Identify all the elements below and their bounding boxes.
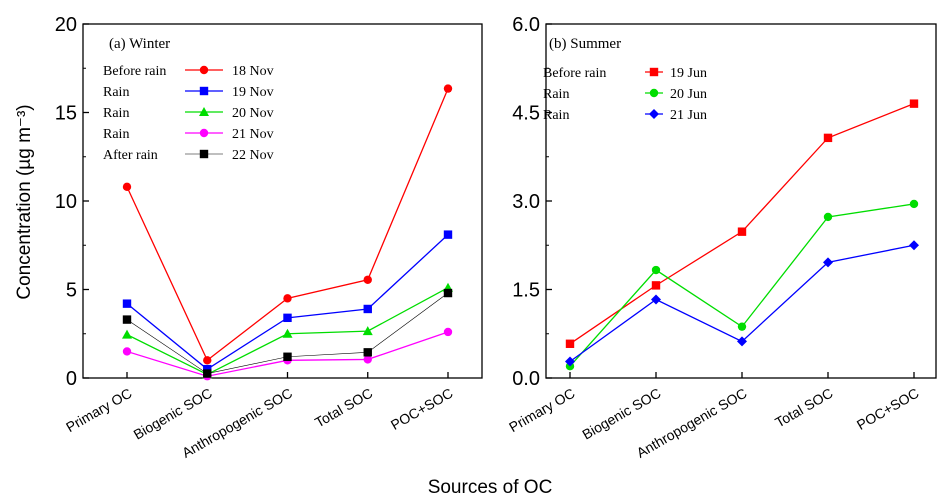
legend-series-name: 22 Nov: [232, 148, 274, 163]
data-point: [443, 230, 453, 239]
legend-marker: [649, 109, 659, 119]
legend-marker: [199, 128, 209, 138]
data-point: [203, 364, 212, 374]
data-point: [823, 212, 833, 222]
y-tick-label: 3.0: [512, 191, 540, 213]
panel-title: (a) Winter: [109, 36, 170, 52]
legend-condition: Before rain: [543, 66, 606, 81]
x-axis-label: Sources of OC: [428, 477, 553, 498]
y-tick-label: 0.0: [512, 368, 540, 390]
x-tick-label: Primary OC: [63, 385, 134, 435]
legend-condition: After rain: [103, 148, 158, 163]
data-point: [443, 327, 453, 337]
data-point: [362, 326, 373, 336]
data-point: [363, 304, 372, 314]
y-tick-label: 10: [55, 191, 77, 213]
data-point: [363, 355, 372, 364]
data-point: [443, 288, 453, 298]
data-point: [909, 240, 919, 251]
x-tick-label: POC+SOC: [388, 385, 456, 433]
legend-condition: Rain: [103, 127, 129, 142]
data-point: [823, 257, 833, 268]
legend-marker: [199, 149, 209, 159]
legend-condition: Rain: [103, 85, 129, 100]
data-point: [737, 227, 747, 236]
y-tick-label: 15: [55, 103, 77, 125]
data-point: [122, 329, 132, 339]
x-tick-label: Primary OC: [506, 385, 577, 435]
legend-series-name: 19 Jun: [670, 66, 707, 81]
legend-condition: Rain: [103, 106, 129, 121]
legend-marker: [199, 65, 209, 75]
x-tick-label: POC+SOC: [854, 385, 922, 433]
x-tick-label: Total SOC: [772, 385, 835, 431]
data-point: [737, 336, 747, 347]
x-tick-label: Total SOC: [312, 385, 375, 431]
data-point: [909, 199, 919, 209]
y-tick-label: 0: [66, 368, 77, 390]
y-tick-label: 4.5: [512, 103, 540, 125]
y-tick-label: 20: [55, 14, 77, 36]
data-point: [122, 299, 132, 308]
data-point: [565, 356, 575, 367]
legend-series-name: 19 Nov: [232, 85, 274, 100]
data-point: [565, 339, 575, 348]
legend-series-name: 18 Nov: [232, 64, 274, 79]
y-tick-label: 5: [66, 280, 77, 302]
data-point: [122, 315, 132, 324]
data-point: [122, 347, 132, 356]
y-tick-label: 6.0: [512, 14, 540, 36]
data-point: [363, 348, 372, 357]
data-point: [283, 352, 292, 361]
data-point: [363, 275, 372, 284]
data-point: [283, 294, 292, 303]
data-point: [443, 84, 453, 93]
y-tick-label: 1.5: [512, 280, 540, 302]
panel-title: (b) Summer: [549, 36, 621, 52]
legend-series-name: 20 Jun: [670, 87, 707, 102]
data-point: [283, 313, 292, 323]
legend-marker: [649, 88, 659, 98]
y-axis-label: Concentration (µg m⁻³): [14, 104, 35, 299]
legend-condition: Before rain: [103, 64, 166, 79]
data-point: [651, 294, 661, 305]
data-point: [122, 182, 132, 192]
legend-condition: Rain: [543, 87, 569, 102]
legend-series-name: 20 Nov: [232, 106, 274, 121]
x-tick-label: Biogenic SOC: [579, 385, 663, 443]
legend-condition: Rain: [543, 108, 569, 123]
data-point: [909, 99, 919, 108]
legend-series-name: 21 Nov: [232, 127, 274, 142]
data-point: [823, 133, 833, 143]
data-point: [203, 369, 212, 378]
data-point: [651, 265, 661, 275]
legend-marker: [199, 86, 209, 96]
data-point: [651, 281, 661, 290]
data-point: [737, 322, 747, 331]
legend-series-name: 21 Jun: [670, 108, 707, 123]
legend-marker: [649, 67, 659, 77]
data-point: [203, 356, 212, 365]
data-point: [282, 328, 293, 338]
legend-marker: [199, 107, 209, 116]
